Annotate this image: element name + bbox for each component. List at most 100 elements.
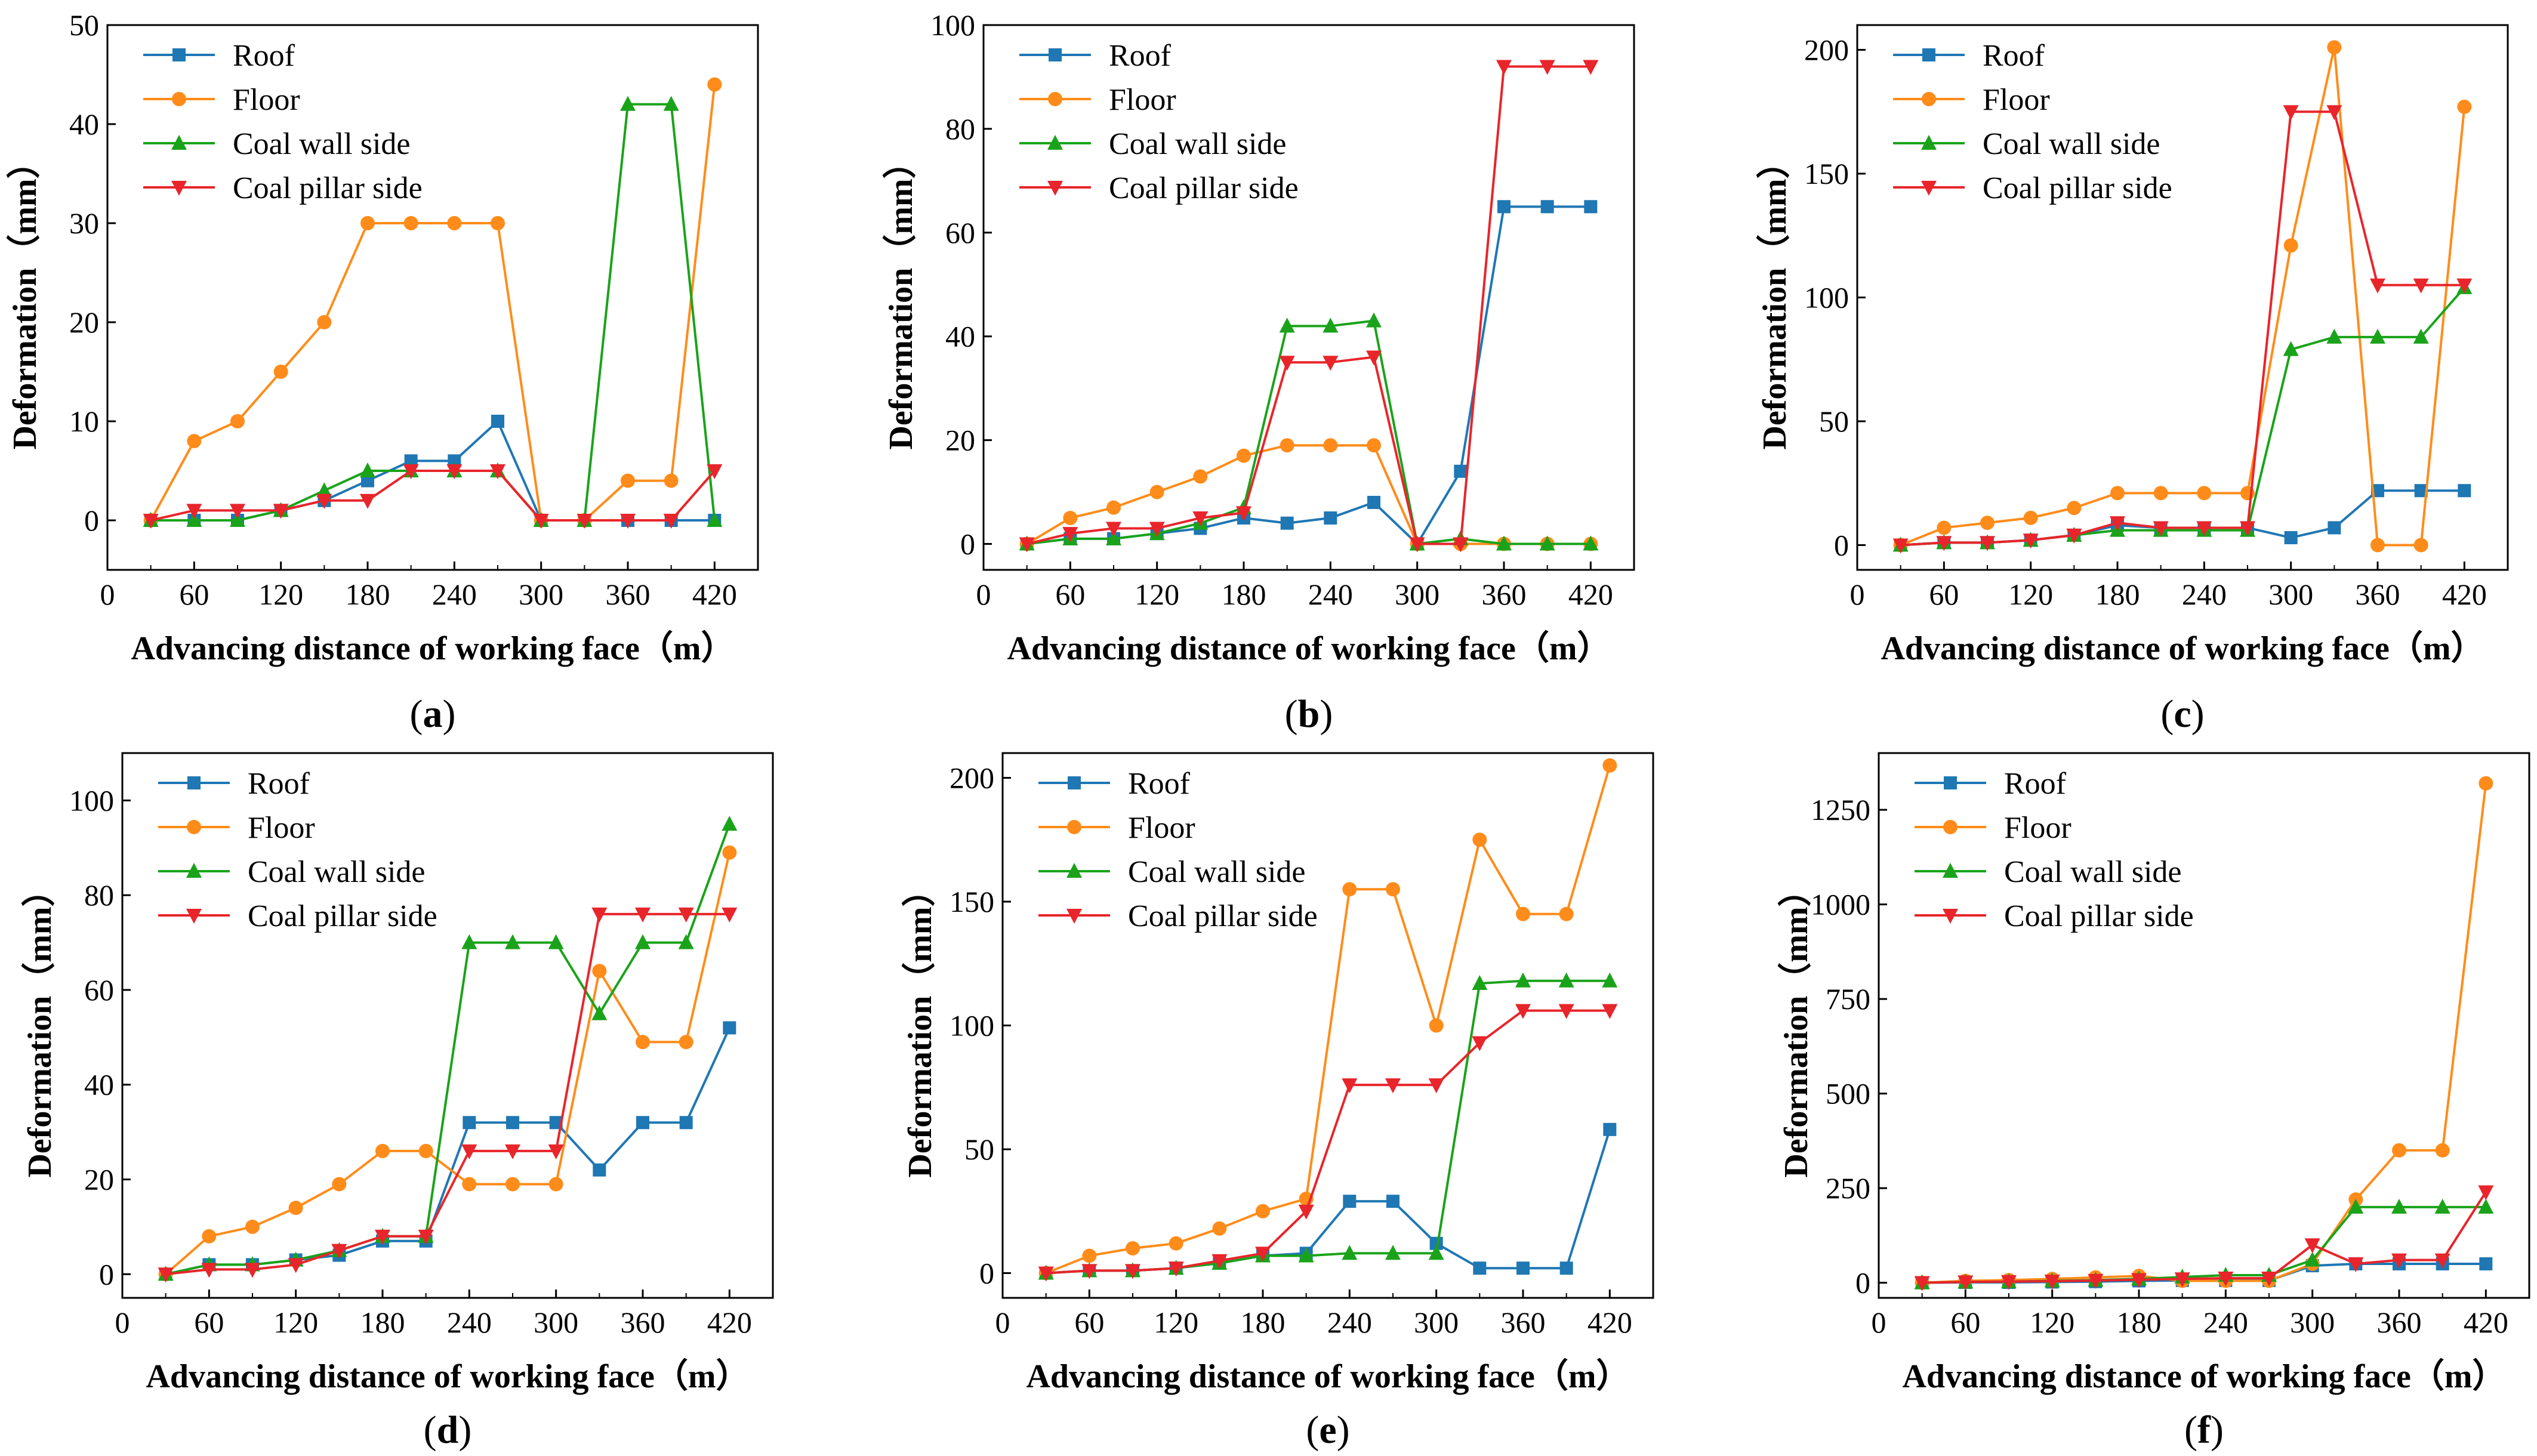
y-tick-label: 0 [960, 528, 975, 561]
y-tick-label: 40 [945, 320, 975, 353]
data-point [1062, 527, 1078, 542]
data-point [591, 1005, 608, 1020]
x-axis-title: Advancing distance of working face（m） [1881, 630, 2484, 667]
data-point [1428, 1078, 1444, 1094]
legend-marker [1922, 48, 1935, 61]
data-point [463, 1116, 476, 1130]
x-tick-label: 420 [692, 578, 737, 611]
data-point [505, 934, 520, 949]
panel-caption: (d) [424, 1408, 472, 1452]
data-point [2391, 1253, 2407, 1269]
y-tick-label: 10 [69, 405, 99, 438]
data-point [1386, 882, 1400, 897]
x-tick-label: 120 [2008, 578, 2053, 611]
x-tick-label: 360 [621, 1306, 665, 1339]
x-tick-label: 0 [976, 578, 991, 611]
data-point [722, 845, 737, 860]
data-point [2131, 1273, 2147, 1288]
x-tick-label: 0 [100, 578, 115, 611]
data-point [1212, 1221, 1227, 1236]
y-tick-label: 50 [69, 8, 99, 42]
data-point [1385, 1078, 1401, 1094]
y-tick-label: 40 [69, 107, 99, 141]
x-tick-label: 360 [606, 578, 651, 611]
y-tick-label: 100 [950, 1009, 994, 1042]
series-line [1922, 783, 2487, 1284]
data-point [577, 514, 593, 529]
series-line [149, 84, 716, 522]
data-point [1540, 200, 1554, 214]
data-point [1256, 1204, 1270, 1219]
data-point [1892, 538, 1909, 554]
data-point [2327, 40, 2342, 55]
x-tick-label: 0 [115, 1306, 130, 1339]
series-coal-wall-side [158, 816, 738, 1281]
y-tick-label: 80 [945, 112, 975, 146]
x-axis-title: Advancing distance of working face（m） [146, 1358, 749, 1395]
legend-entry: Floor [2004, 811, 2071, 845]
x-tick-label: 60 [194, 1306, 224, 1339]
data-point [1342, 1245, 1358, 1260]
y-tick-label: 40 [84, 1068, 114, 1102]
y-tick-label: 150 [1804, 157, 1849, 190]
panel-caption: (a) [410, 692, 456, 736]
data-point [360, 462, 375, 477]
legend-entry: Roof [1109, 39, 1172, 73]
data-point [1584, 200, 1598, 214]
data-point [2110, 516, 2125, 532]
data-point [621, 473, 635, 488]
series-floor [158, 845, 737, 1282]
data-point [418, 1143, 433, 1158]
data-point [2066, 528, 2082, 544]
x-tick-label: 180 [2117, 1306, 2162, 1339]
data-point [1602, 972, 1618, 988]
data-point [2328, 521, 2341, 535]
legend: Roof Floor Coal wall side Coal pillar side [143, 39, 423, 205]
legend-marker [171, 135, 187, 150]
legend: Roof Floor Coal wall side Coal pillar side [1019, 39, 1299, 205]
data-point [403, 216, 418, 230]
data-point [447, 216, 462, 230]
legend-entry: Roof [2004, 767, 2067, 801]
chart-panel-b: 0 60 120 180 240 300 360 420 0 20 40 60 80 100 Advanci… [882, 8, 1635, 736]
data-point [2435, 1143, 2450, 1158]
data-point [533, 514, 549, 529]
data-point [2479, 1257, 2493, 1270]
y-axis-title: Deformation（mm） [1777, 873, 1815, 1177]
data-point [1106, 500, 1121, 515]
data-point [360, 493, 375, 509]
data-point [1914, 1276, 1930, 1291]
data-point [2456, 278, 2473, 294]
data-point [1603, 1122, 1617, 1136]
x-tick-label: 180 [2095, 578, 2140, 611]
data-point [1125, 1264, 1140, 1279]
data-point [446, 464, 463, 479]
legend: Roof Floor Coal wall side Coal pillar side [1915, 767, 2194, 933]
data-point [316, 493, 332, 509]
legend-entry: Coal pillar side [2004, 899, 2194, 933]
x-tick-label: 0 [1850, 578, 1865, 611]
data-point [1936, 536, 1952, 551]
legend-marker [1066, 863, 1082, 878]
legend-entry: Roof [233, 39, 295, 73]
x-tick-label: 360 [2356, 578, 2400, 611]
data-point [707, 512, 723, 527]
x-tick-label: 240 [1308, 578, 1353, 611]
data-point [1343, 1195, 1357, 1208]
data-point [2304, 1251, 2320, 1267]
data-point [1497, 200, 1511, 214]
data-point [1980, 536, 1995, 551]
data-point [2284, 531, 2298, 545]
data-point [620, 514, 636, 529]
x-tick-label: 120 [2030, 1306, 2074, 1339]
y-tick-label: 200 [1804, 33, 1849, 67]
y-tick-label: 20 [69, 306, 99, 339]
data-point [1473, 1261, 1487, 1275]
data-point [1279, 317, 1295, 333]
data-point [2479, 776, 2493, 791]
data-point [1602, 1004, 1618, 1019]
data-point [2414, 484, 2428, 498]
data-point [2218, 1272, 2234, 1287]
x-tick-label: 180 [360, 1306, 405, 1339]
